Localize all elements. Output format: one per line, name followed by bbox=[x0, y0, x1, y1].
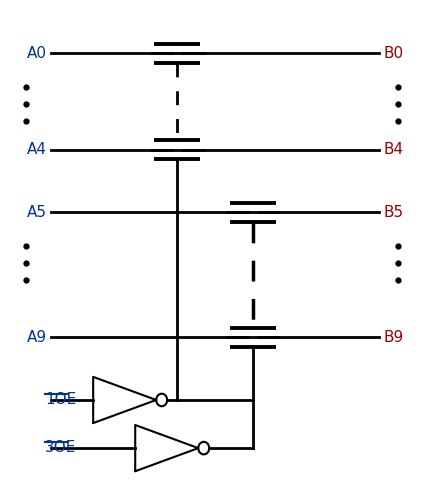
Text: A4: A4 bbox=[27, 142, 47, 157]
Text: A5: A5 bbox=[27, 205, 47, 220]
Text: B9: B9 bbox=[383, 330, 403, 345]
Text: 1OE: 1OE bbox=[45, 392, 76, 407]
Text: B4: B4 bbox=[383, 142, 403, 157]
Text: A9: A9 bbox=[27, 330, 47, 345]
Text: 3OE: 3OE bbox=[45, 440, 76, 455]
Text: B0: B0 bbox=[383, 46, 403, 61]
Text: B5: B5 bbox=[383, 205, 403, 220]
Text: A0: A0 bbox=[27, 46, 47, 61]
